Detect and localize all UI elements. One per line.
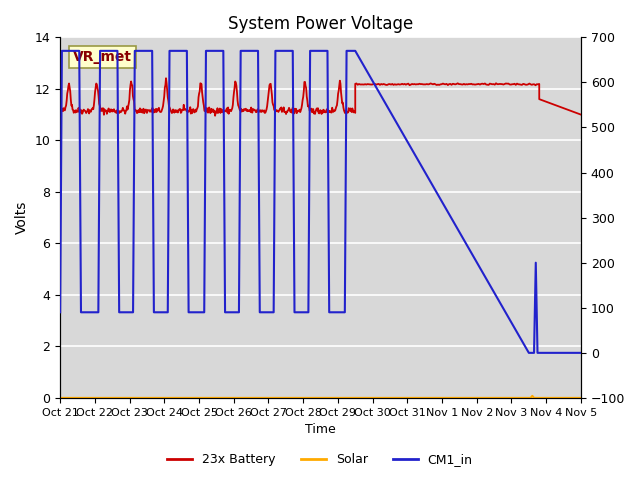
Y-axis label: Volts: Volts (15, 201, 29, 234)
Text: VR_met: VR_met (73, 50, 132, 64)
X-axis label: Time: Time (305, 423, 336, 436)
Legend: 23x Battery, Solar, CM1_in: 23x Battery, Solar, CM1_in (163, 448, 477, 471)
Title: System Power Voltage: System Power Voltage (228, 15, 413, 33)
